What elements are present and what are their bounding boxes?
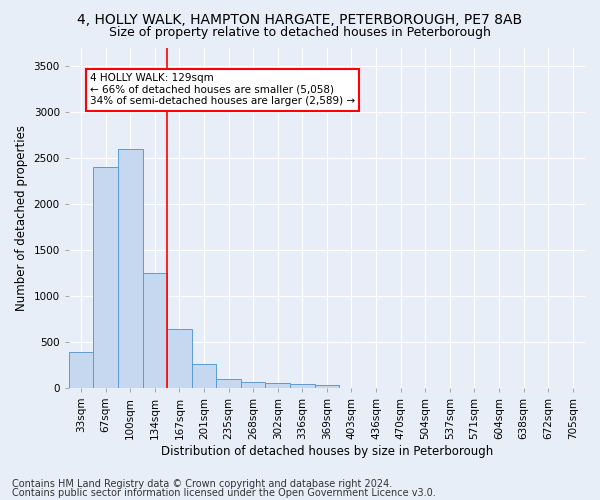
Y-axis label: Number of detached properties: Number of detached properties [15,124,28,310]
Text: Contains public sector information licensed under the Open Government Licence v3: Contains public sector information licen… [12,488,436,498]
Bar [192,364,217,388]
Bar [265,382,290,388]
Bar [69,352,94,388]
Text: 4, HOLLY WALK, HAMPTON HARGATE, PETERBOROUGH, PE7 8AB: 4, HOLLY WALK, HAMPTON HARGATE, PETERBOR… [77,12,523,26]
Bar [143,273,167,388]
Bar [217,378,241,388]
X-axis label: Distribution of detached houses by size in Peterborough: Distribution of detached houses by size … [161,444,493,458]
Text: Size of property relative to detached houses in Peterborough: Size of property relative to detached ho… [109,26,491,39]
Bar [118,148,143,388]
Bar [314,384,339,388]
Bar [290,384,314,388]
Text: Contains HM Land Registry data © Crown copyright and database right 2024.: Contains HM Land Registry data © Crown c… [12,479,392,489]
Bar [94,167,118,388]
Bar [241,382,265,388]
Text: 4 HOLLY WALK: 129sqm
← 66% of detached houses are smaller (5,058)
34% of semi-de: 4 HOLLY WALK: 129sqm ← 66% of detached h… [90,74,355,106]
Bar [167,329,192,388]
